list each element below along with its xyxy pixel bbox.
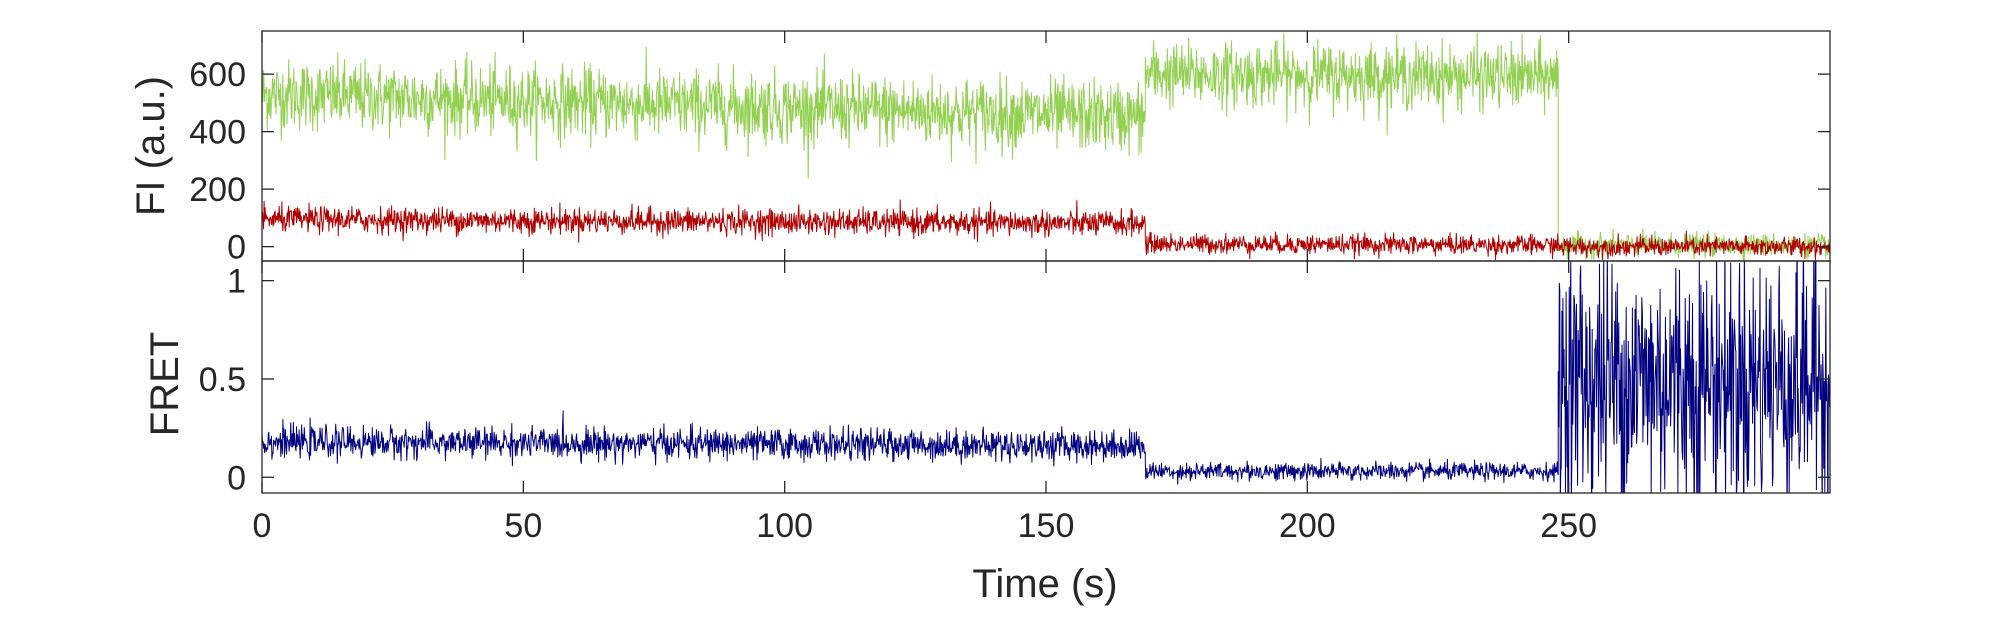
bottom-y-tick-label: 0.5	[199, 361, 246, 399]
x-tick-label: 0	[253, 507, 272, 545]
bottom-y-tick-label: 0	[227, 459, 246, 497]
x-tick-label: 150	[1018, 507, 1075, 545]
bottom-trace-series-1	[262, 261, 1830, 493]
fret-efficiency-panel: 0 0.5 1 0 50 100 150 200 250 FRET Time (s)	[143, 260, 1831, 606]
top-y-axis-label: FI (a.u.)	[129, 76, 173, 216]
top-y-tick-label: 0	[227, 229, 246, 267]
top-y-tick-label: 400	[189, 114, 246, 152]
bottom-y-axis-label: FRET	[143, 332, 187, 436]
x-tick-label: 200	[1279, 507, 1336, 545]
x-tick-label: 250	[1540, 507, 1597, 545]
fluorescence-intensity-panel: 0 200 400 600 FI (a.u.)	[129, 30, 1831, 267]
x-tick-label: 50	[504, 507, 542, 545]
x-axis-label: Time (s)	[972, 562, 1117, 606]
top-trace-series-1	[262, 32, 1830, 261]
x-tick-label: 100	[756, 507, 813, 545]
top-y-tick-label: 600	[189, 56, 246, 94]
top-y-tick-label: 200	[189, 171, 246, 209]
bottom-y-tick-label: 1	[227, 263, 246, 301]
